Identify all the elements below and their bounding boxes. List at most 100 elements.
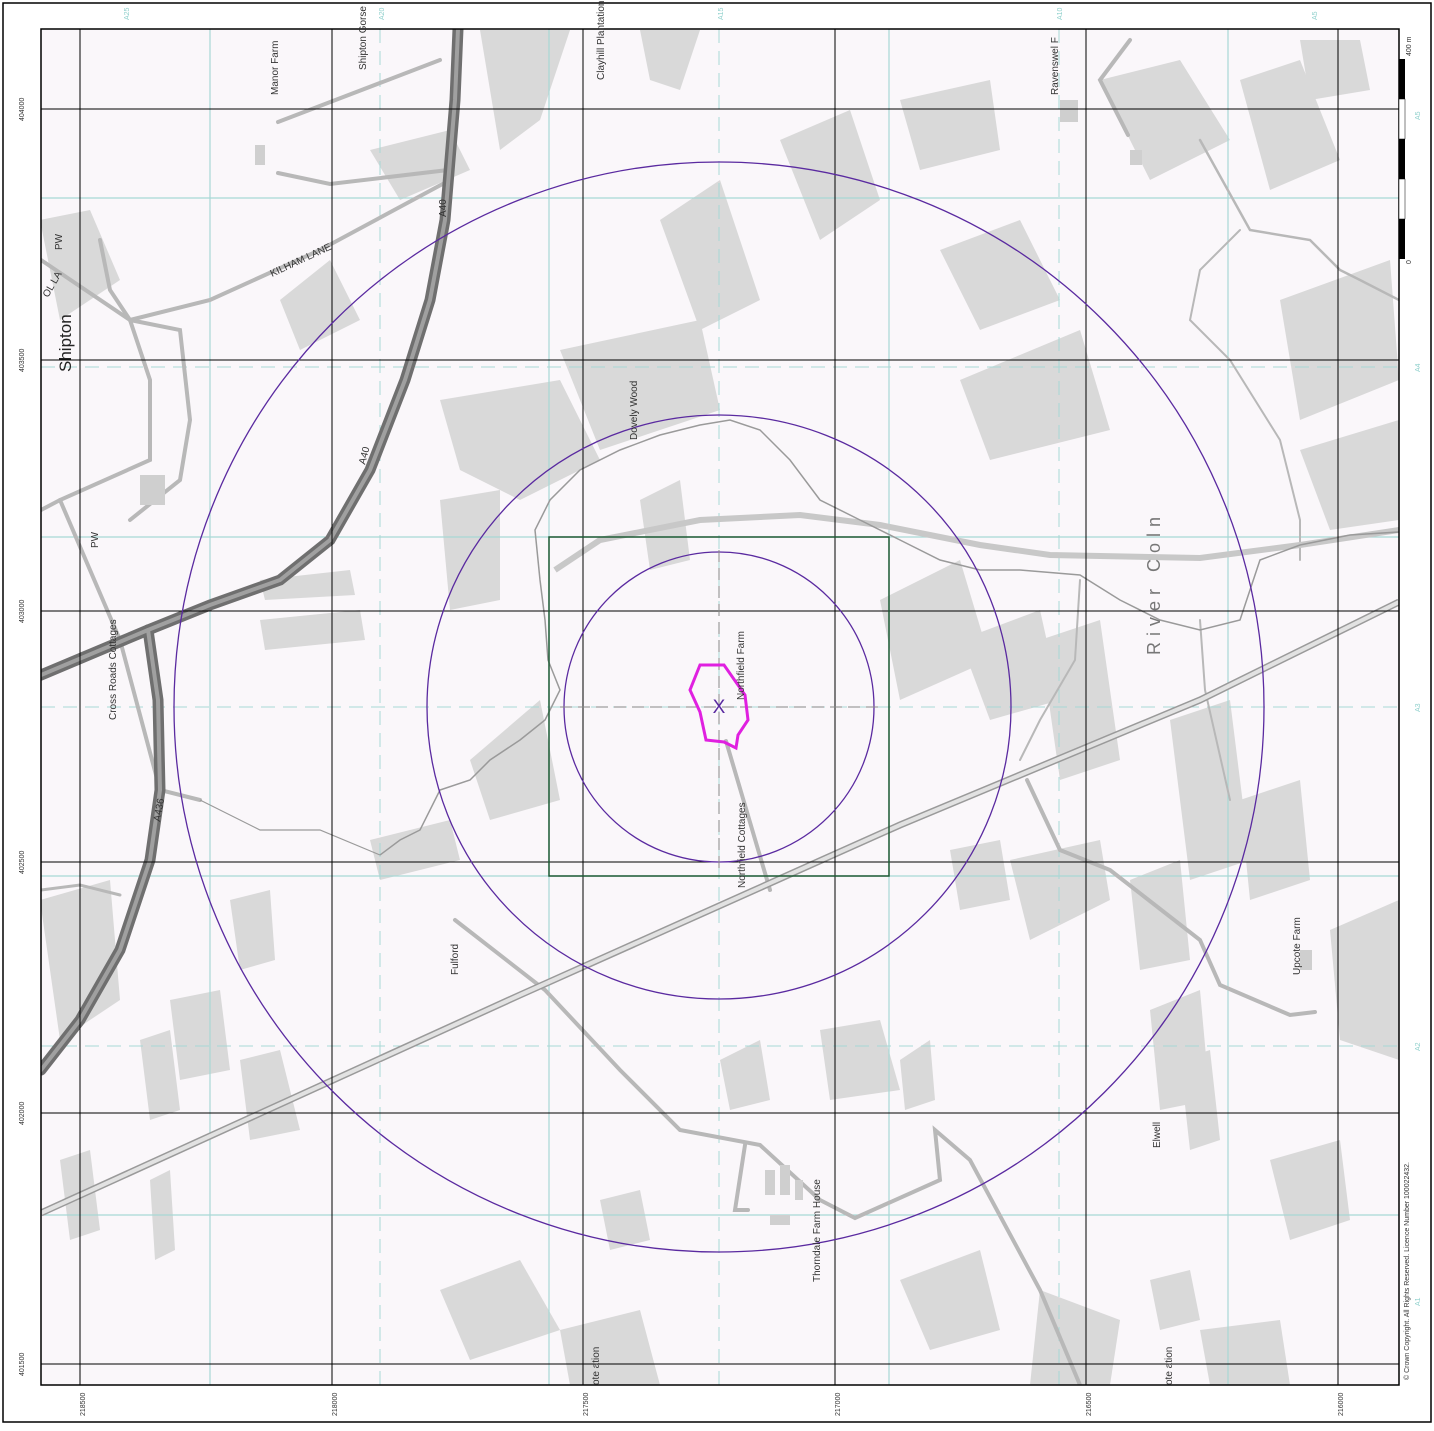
minor-road — [724, 739, 772, 892]
minor-road — [98, 238, 132, 322]
easting-218000: 218000 — [332, 1393, 339, 1416]
label-northfield-cottages: Northfield Cottages — [737, 802, 748, 888]
northing-401500: 401500 — [19, 1353, 26, 1376]
sheet-refs-right: A5 A4 A3 A2 A1 — [1415, 111, 1422, 1306]
building — [795, 1180, 803, 1200]
woodland-area — [1180, 1050, 1220, 1150]
sheet-refs-top: A25 A20 A15 A10 A5 — [124, 7, 1319, 20]
label-shipton-gorse: Shipton Gorse — [358, 6, 369, 70]
woodland-area — [440, 1260, 560, 1360]
label-upcote-farm: Upcote Farm — [1292, 917, 1303, 975]
woodland-area — [260, 610, 365, 650]
woodland-area — [370, 130, 470, 200]
label-ravenswell: Ravenswel F — [1050, 37, 1061, 95]
woodland-area — [940, 220, 1060, 330]
scale-bottom-label: 0 — [1406, 260, 1413, 264]
map-frame — [40, 28, 1400, 1386]
building — [780, 1165, 790, 1195]
buffer-ring-outer — [173, 161, 1265, 1253]
woodland-area — [440, 380, 600, 500]
woodland-area — [170, 990, 230, 1080]
label-pw-2: PW — [90, 531, 101, 548]
building — [140, 475, 165, 505]
woodland-area — [960, 330, 1110, 460]
woodland-area — [820, 1020, 900, 1100]
woodland-area — [560, 1310, 660, 1385]
scale-segment — [1399, 219, 1405, 259]
northing-404000: 404000 — [19, 98, 26, 121]
building — [1060, 100, 1078, 122]
minor-road — [1097, 38, 1132, 137]
minor-road — [41, 258, 152, 512]
minor-road — [276, 168, 450, 187]
woodland-area — [280, 260, 360, 350]
minor-road — [1019, 579, 1081, 761]
sheet-ref-top-3: A15 — [718, 7, 725, 20]
disused-railway — [553, 511, 1399, 573]
woodland-area — [900, 1250, 1000, 1350]
minor-road — [1199, 619, 1231, 801]
road-label-a436: A436 — [152, 797, 167, 822]
minor-road — [276, 58, 442, 124]
minor-road — [1198, 138, 1399, 302]
label-manor-farm: Manor Farm — [270, 41, 281, 95]
woodland-area — [960, 610, 1060, 720]
label-plantation-bottom-2: ote ation — [1164, 1347, 1175, 1385]
site-boundary — [688, 663, 750, 751]
woodland-area — [140, 1030, 180, 1120]
woodland-area — [230, 890, 275, 970]
label-dovely-wood: Dovely Wood — [629, 381, 640, 440]
label-elwell: Elwell — [1152, 1122, 1163, 1148]
river-coln — [379, 419, 1399, 856]
sheet-ref-top-5: A5 — [1312, 11, 1319, 20]
woodland-area — [720, 1040, 770, 1110]
easting-216500: 216500 — [1086, 1393, 1093, 1416]
label-fulford: Fulford — [450, 944, 461, 975]
scale-top-label: 400 m — [1406, 36, 1413, 56]
building — [770, 1215, 790, 1225]
minor-road — [453, 918, 1082, 1385]
woodland-area — [640, 30, 700, 90]
woodland-area — [1280, 260, 1399, 420]
woodland-area — [1200, 1320, 1290, 1385]
sheet-ref-right-4: A2 — [1415, 1042, 1422, 1051]
label-shipton: Shipton — [56, 314, 75, 372]
os-grid — [41, 29, 1399, 1385]
woodland-area — [1150, 1270, 1200, 1330]
woodland-area — [1300, 420, 1399, 530]
building — [765, 1170, 775, 1195]
northing-403500: 403500 — [19, 349, 26, 372]
building — [1300, 950, 1312, 970]
woodland-area — [1240, 60, 1340, 190]
woodland-area — [1010, 840, 1110, 940]
road-label-a40-north: A40 — [438, 199, 449, 217]
label-thorndale-farm-house: Thorndale Farm House — [812, 1179, 823, 1282]
easting-labels: 218500 218000 217500 217000 216500 21600… — [80, 1393, 1345, 1416]
sheet-ref-right-2: A4 — [1415, 363, 1422, 372]
search-square — [548, 536, 890, 877]
sheet-ref-top-2: A20 — [379, 7, 386, 20]
sheet-ref-right-5: A1 — [1415, 1297, 1422, 1306]
river-branch — [199, 799, 381, 856]
building — [1130, 150, 1142, 165]
buffer-ring-middle — [426, 414, 1012, 1000]
label-cross-roads-cottages: Cross Roads Cottages — [108, 619, 119, 720]
road-label-a40-mid: A40 — [357, 445, 372, 465]
label-plantation-bottom: ote ation — [591, 1347, 602, 1385]
minor-road — [732, 1143, 750, 1212]
scale-bar: 400 m 0 — [1398, 36, 1413, 264]
sheet-ref-right-1: A5 — [1415, 111, 1422, 120]
minor-road — [58, 498, 202, 802]
easting-216000: 216000 — [1338, 1393, 1345, 1416]
scale-segment — [1398, 178, 1406, 220]
road-labels: A40 A40 A436 — [152, 199, 449, 823]
sheet-grid-dashed — [41, 29, 1399, 1385]
label-pw-1: PW — [54, 233, 65, 250]
northing-labels: 404000 403500 403000 402500 402000 40150… — [19, 98, 26, 1376]
scale-segment — [1399, 139, 1405, 179]
buildings — [140, 100, 1312, 1225]
woodland-area — [1130, 860, 1190, 970]
woodland-area — [1300, 40, 1370, 100]
woodland-area — [1100, 60, 1230, 180]
